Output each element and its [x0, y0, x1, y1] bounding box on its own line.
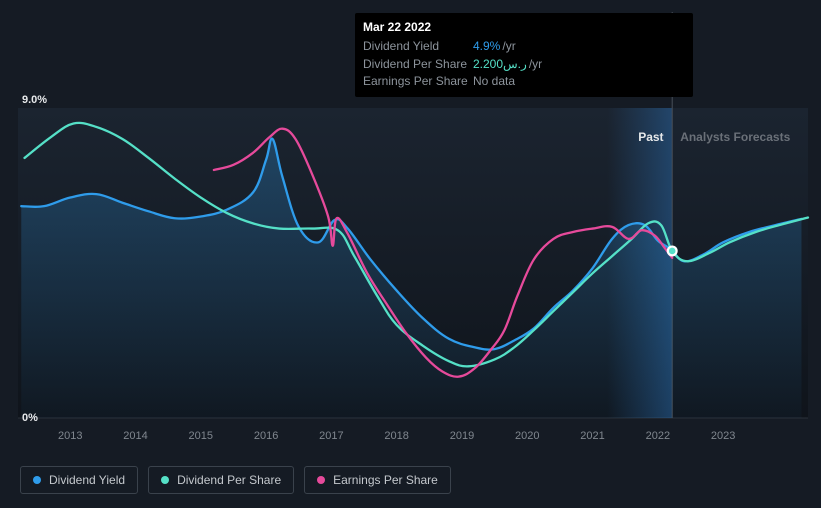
- tooltip-row-label: Dividend Yield: [363, 38, 473, 55]
- x-tick-label: 2019: [450, 430, 474, 442]
- tooltip-row: Dividend Per Share2.200ر.س/yr: [363, 56, 685, 73]
- tooltip-row-label: Dividend Per Share: [363, 56, 473, 73]
- tooltip-row: Dividend Yield4.9%/yr: [363, 38, 685, 55]
- legend-dot-icon: [161, 476, 169, 484]
- tooltip-row-label: Earnings Per Share: [363, 73, 473, 90]
- legend-label: Dividend Yield: [49, 473, 125, 487]
- tooltip-row-value: 4.9%: [473, 38, 500, 55]
- legend-item-dividend_yield[interactable]: Dividend Yield: [20, 466, 138, 494]
- tooltip-row-value: 2.200ر.س: [473, 56, 527, 73]
- tooltip-row-value: No data: [473, 73, 515, 90]
- x-tick-label: 2023: [711, 430, 735, 442]
- x-tick-label: 2022: [646, 430, 670, 442]
- chart-legend: Dividend Yield Dividend Per Share Earnings…: [20, 466, 451, 494]
- legend-label: Earnings Per Share: [333, 473, 438, 487]
- y-tick-label: 0%: [22, 412, 38, 424]
- x-tick-label: 2013: [58, 430, 82, 442]
- x-tick-label: 2016: [254, 430, 278, 442]
- x-tick-label: 2018: [384, 430, 408, 442]
- x-tick-label: 2020: [515, 430, 539, 442]
- x-tick-label: 2014: [123, 430, 147, 442]
- x-tick-label: 2021: [580, 430, 604, 442]
- legend-dot-icon: [317, 476, 325, 484]
- legend-dot-icon: [33, 476, 41, 484]
- region-label-past: Past: [638, 130, 663, 144]
- y-tick-label: 9.0%: [22, 94, 47, 106]
- legend-label: Dividend Per Share: [177, 473, 281, 487]
- chart-tooltip: Mar 22 2022 Dividend Yield4.9%/yrDividen…: [355, 13, 693, 97]
- tooltip-row: Earnings Per ShareNo data: [363, 73, 685, 90]
- region-label-forecast: Analysts Forecasts: [680, 130, 790, 144]
- tooltip-rows: Dividend Yield4.9%/yrDividend Per Share2…: [363, 38, 685, 90]
- tooltip-row-unit: /yr: [502, 38, 515, 55]
- tooltip-row-unit: /yr: [529, 56, 542, 73]
- legend-item-earnings_per_share[interactable]: Earnings Per Share: [304, 466, 451, 494]
- x-tick-label: 2017: [319, 430, 343, 442]
- tooltip-date: Mar 22 2022: [363, 19, 685, 36]
- legend-item-dividend_per_share[interactable]: Dividend Per Share: [148, 466, 294, 494]
- x-tick-label: 2015: [189, 430, 213, 442]
- dividend-chart: Mar 22 2022 Dividend Yield4.9%/yrDividen…: [0, 0, 821, 508]
